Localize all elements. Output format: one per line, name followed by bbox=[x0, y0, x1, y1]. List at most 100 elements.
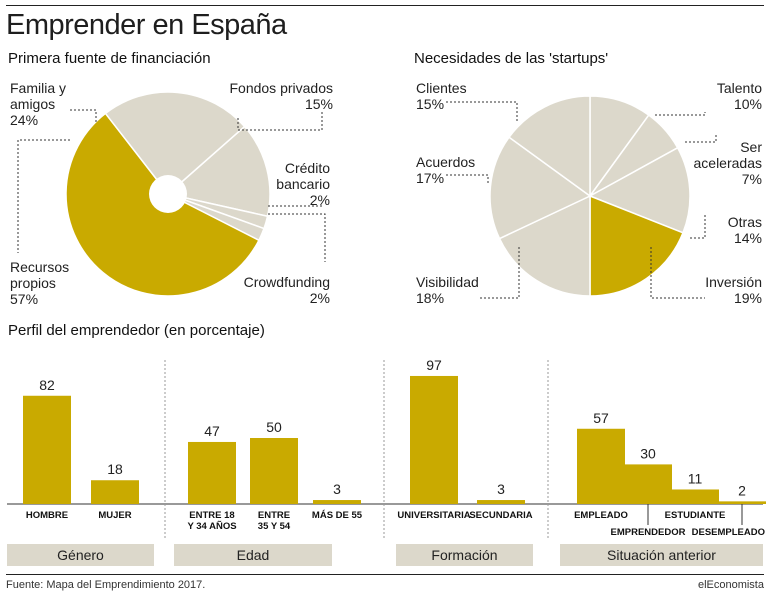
group-label-edad: Edad bbox=[237, 547, 270, 563]
source-note: Fuente: Mapa del Emprendimiento 2017. bbox=[6, 579, 206, 591]
pie-value-credito-bancario: 2% bbox=[310, 192, 330, 208]
pie-slice-inversion bbox=[589, 194, 684, 297]
pie-slice-visibilidad bbox=[498, 194, 591, 297]
bar-category-emprendedor: EMPRENDEDOR bbox=[611, 527, 686, 538]
pie-slice-acuerdos bbox=[489, 136, 592, 240]
bar-estudiante bbox=[671, 489, 719, 504]
bar-entre-18-y-34-anos bbox=[188, 441, 236, 504]
pie-label-familia-y-amigos: Familia y bbox=[10, 80, 66, 96]
pie-label-crowdfunding: Crowdfunding bbox=[244, 274, 330, 290]
group-box-situacion-anterior bbox=[560, 544, 763, 566]
bar-category-hombre: HOMBRE bbox=[26, 510, 68, 521]
pie-leader-crowdfunding bbox=[268, 213, 326, 262]
pie-label-recursos-propios: propios bbox=[10, 275, 56, 291]
pie-label-familia-y-amigos: amigos bbox=[10, 96, 55, 112]
pie-leader-visibilidad bbox=[480, 247, 520, 299]
bar-category-desempleado: DESEMPLEADO bbox=[692, 527, 765, 538]
bar-desempleado bbox=[718, 501, 766, 504]
group-label-formacion: Formación bbox=[431, 547, 497, 563]
bar-category-mas-de-55: MÁS DE 55 bbox=[312, 510, 363, 521]
bar-value-desempleado: 2 bbox=[738, 482, 746, 498]
pie-value-crowdfunding: 2% bbox=[310, 290, 330, 306]
footer-rule bbox=[6, 574, 764, 575]
pie-slice-familia-y-amigos bbox=[104, 91, 246, 196]
pie-leader-clientes bbox=[446, 101, 518, 122]
pie-label-fondos-privados: Fondos privados bbox=[229, 80, 333, 96]
pie-slice-fondos-privados bbox=[166, 125, 271, 218]
bar-category-secundaria: SECUNDARIA bbox=[469, 510, 532, 521]
group-box-edad bbox=[174, 544, 332, 566]
group-label-situacion-anterior: Situación anterior bbox=[607, 547, 716, 563]
pie-label-otras: Otras bbox=[728, 214, 762, 230]
bar-value-entre-18-y-34-anos: 47 bbox=[204, 423, 220, 439]
pie-value-fondos-privados: 15% bbox=[305, 96, 333, 112]
pie-slice-clientes bbox=[508, 95, 591, 198]
pie-leader-talento bbox=[655, 112, 706, 116]
bar-category-entre-35-y-54: 35 Y 54 bbox=[258, 521, 291, 532]
bar-category-entre-18-y-34-anos: Y 34 AÑOS bbox=[187, 521, 236, 532]
bar-value-mujer: 18 bbox=[107, 461, 123, 477]
bar-secundaria bbox=[477, 500, 525, 504]
pie-leader-familia-y-amigos bbox=[70, 109, 97, 124]
pie-value-inversion: 19% bbox=[734, 290, 762, 306]
pie-leader-fondos-privados bbox=[237, 110, 323, 131]
pie-leader-otras bbox=[690, 214, 706, 239]
pie-value-visibilidad: 18% bbox=[416, 290, 444, 306]
bar-value-secundaria: 3 bbox=[497, 481, 505, 497]
top-rule bbox=[6, 5, 764, 6]
bar-category-universitaria: UNIVERSITARIA bbox=[397, 510, 470, 521]
pie-label-visibilidad: Visibilidad bbox=[416, 274, 479, 290]
bar-value-entre-35-y-54: 50 bbox=[266, 419, 282, 435]
pie-financing-title: Primera fuente de financiación bbox=[8, 50, 211, 67]
pie-label-credito-bancario: bancario bbox=[276, 176, 330, 192]
bar-category-estudiante: ESTUDIANTE bbox=[665, 510, 726, 521]
bar-empleado bbox=[577, 428, 625, 504]
pie-value-otras: 14% bbox=[734, 230, 762, 246]
pie-value-recursos-propios: 57% bbox=[10, 291, 38, 307]
pie-label-clientes: Clientes bbox=[416, 80, 467, 96]
bar-universitaria bbox=[410, 375, 458, 504]
pie-label-ser-aceleradas: aceleradas bbox=[694, 155, 763, 171]
pie-value-ser-aceleradas: 7% bbox=[742, 171, 762, 187]
bar-value-hombre: 82 bbox=[39, 377, 55, 393]
bar-value-mas-de-55: 3 bbox=[333, 481, 341, 497]
page-title: Emprender en España bbox=[6, 9, 287, 41]
bar-emprendedor bbox=[624, 464, 672, 504]
bar-value-emprendedor: 30 bbox=[640, 445, 656, 461]
pie-label-ser-aceleradas: Ser bbox=[740, 139, 762, 155]
bar-value-empleado: 57 bbox=[593, 410, 609, 426]
group-box-genero bbox=[7, 544, 154, 566]
pie-label-credito-bancario: Crédito bbox=[285, 160, 330, 176]
pie-needs-title: Necesidades de las 'startups' bbox=[414, 50, 609, 67]
group-label-genero: Género bbox=[57, 547, 104, 563]
pie-label-acuerdos: Acuerdos bbox=[416, 154, 475, 170]
pie-label-inversion: Inversión bbox=[705, 274, 762, 290]
pie-leader-ser-aceleradas bbox=[685, 134, 717, 143]
brand-logo: elEconomista bbox=[697, 579, 764, 591]
bar-mujer bbox=[91, 480, 139, 504]
bar-category-empleado: EMPLEADO bbox=[574, 510, 628, 521]
pie-value-familia-y-amigos: 24% bbox=[10, 112, 38, 128]
bar-value-estudiante: 11 bbox=[688, 470, 703, 486]
bar-category-mujer: MUJER bbox=[98, 510, 131, 521]
pie-leader-acuerdos bbox=[446, 174, 489, 185]
pie-value-acuerdos: 17% bbox=[416, 170, 444, 186]
pie-value-clientes: 15% bbox=[416, 96, 444, 112]
bar-value-universitaria: 97 bbox=[426, 357, 442, 373]
bar-entre-35-y-54 bbox=[250, 438, 298, 504]
pie-leader-inversion bbox=[650, 247, 705, 299]
bar-mas-de-55 bbox=[313, 500, 361, 504]
pie-label-recursos-propios: Recursos bbox=[10, 259, 69, 275]
pie-center-hole bbox=[149, 175, 187, 213]
bar-chart-title: Perfil del emprendedor (en porcentaje) bbox=[8, 322, 265, 339]
bar-category-entre-35-y-54: ENTRE bbox=[258, 510, 290, 521]
bar-hombre bbox=[23, 395, 71, 504]
pie-value-talento: 10% bbox=[734, 96, 762, 112]
bar-category-entre-18-y-34-anos: ENTRE 18 bbox=[189, 510, 234, 521]
pie-label-talento: Talento bbox=[717, 80, 762, 96]
pie-leader-recursos-propios bbox=[17, 139, 70, 253]
pie-slice-otras bbox=[588, 146, 691, 234]
group-box-formacion bbox=[396, 544, 533, 566]
